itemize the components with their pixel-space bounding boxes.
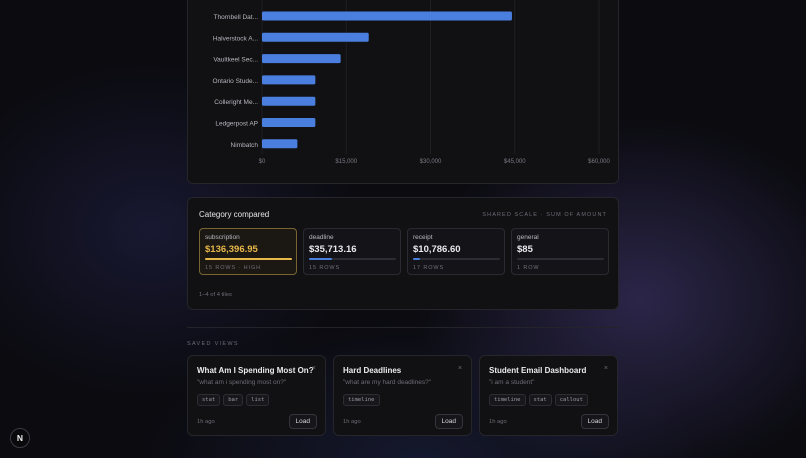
saved-view-query: "what are my hard deadlines?" bbox=[343, 379, 432, 386]
x-tick-label: $15,000 bbox=[335, 159, 357, 165]
section-divider bbox=[187, 327, 619, 328]
tile-meta: 17 ROWS bbox=[413, 265, 445, 271]
saved-views-heading: SAVED VIEWS bbox=[187, 341, 239, 347]
tile-progress bbox=[205, 258, 292, 260]
tag: stat bbox=[528, 394, 552, 406]
tag: timeline bbox=[489, 394, 526, 406]
tile-receipt[interactable]: receipt $10,786.60 17 ROWS bbox=[407, 228, 505, 275]
close-icon[interactable]: × bbox=[457, 365, 462, 372]
bar-category-label: Colleright Me... bbox=[214, 99, 258, 106]
bar-chart: Thornbell Dat... Halverstock A... Vaultkee… bbox=[212, 0, 611, 165]
x-tick-label: $0 bbox=[259, 159, 266, 165]
bar bbox=[262, 96, 316, 106]
chart-panel: Thornbell Dat... Halverstock A... Vaultkee… bbox=[187, 0, 619, 184]
saved-view-card: What Am I Spending Most On? × "what am i… bbox=[187, 355, 326, 436]
tile-value: $10,786.60 bbox=[413, 244, 461, 255]
saved-view-title: Student Email Dashboard bbox=[489, 366, 587, 375]
bar bbox=[262, 118, 316, 127]
saved-view-time: 1h ago bbox=[197, 419, 215, 425]
category-title: Category compared bbox=[199, 210, 270, 219]
n-logo-icon[interactable]: N bbox=[10, 428, 30, 448]
tile-count: 1–4 of 4 tiles bbox=[199, 292, 232, 298]
tag: bar bbox=[223, 394, 244, 406]
tag: timeline bbox=[343, 394, 380, 406]
bar bbox=[262, 32, 369, 42]
saved-view-card: Hard Deadlines × "what are my hard deadl… bbox=[333, 355, 472, 436]
close-icon[interactable]: × bbox=[603, 365, 608, 372]
tile-value: $35,713.16 bbox=[309, 244, 357, 255]
tile-label: receipt bbox=[413, 234, 433, 241]
x-tick-label: $60,000 bbox=[588, 159, 610, 165]
tile-progress bbox=[309, 258, 396, 260]
saved-view-query: "what am i spending most on?" bbox=[197, 379, 287, 386]
tag: stat bbox=[197, 394, 221, 406]
tile-deadline[interactable]: deadline $35,713.16 15 ROWS bbox=[303, 228, 401, 275]
tile-progress-fill bbox=[205, 258, 292, 260]
category-hint: SHARED SCALE · SUM OF AMOUNT bbox=[482, 212, 607, 218]
load-button[interactable]: Load bbox=[288, 414, 317, 429]
tile-label: general bbox=[517, 234, 539, 241]
saved-view-tags: stat bar list bbox=[197, 394, 270, 406]
saved-view-query: "i am a student" bbox=[489, 379, 535, 386]
saved-view-title: What Am I Spending Most On? bbox=[197, 366, 314, 375]
saved-view-tags: timeline bbox=[343, 394, 380, 406]
saved-view-title: Hard Deadlines bbox=[343, 366, 402, 375]
tile-meta: 1 ROW bbox=[517, 265, 540, 271]
saved-view-card: Student Email Dashboard × "i am a studen… bbox=[479, 355, 618, 436]
tag: list bbox=[246, 394, 270, 406]
tile-value: $136,396.95 bbox=[205, 244, 258, 255]
bar-category-label: Ledgerpost AP bbox=[215, 121, 258, 128]
tile-meta: 15 ROWS bbox=[309, 265, 341, 271]
tile-subscription[interactable]: subscription $136,396.95 15 ROWS · HIGH bbox=[199, 228, 297, 275]
tile-label: subscription bbox=[205, 234, 240, 241]
close-icon[interactable]: × bbox=[311, 365, 316, 372]
load-button[interactable]: Load bbox=[580, 414, 609, 429]
tile-meta: 15 ROWS · HIGH bbox=[205, 265, 261, 271]
tile-progress-fill bbox=[309, 258, 332, 260]
tile-value: $85 bbox=[517, 244, 533, 255]
bar-category-label: Nimbatch bbox=[231, 142, 259, 149]
saved-view-time: 1h ago bbox=[343, 419, 361, 425]
category-panel: Category compared SHARED SCALE · SUM OF … bbox=[187, 197, 619, 310]
load-button[interactable]: Load bbox=[434, 414, 463, 429]
x-tick-label: $30,000 bbox=[420, 159, 442, 165]
tile-progress bbox=[413, 258, 500, 260]
bar-category-label: Ontario Stude... bbox=[212, 78, 258, 85]
x-tick-label: $45,000 bbox=[504, 159, 526, 165]
saved-view-time: 1h ago bbox=[489, 419, 507, 425]
bar bbox=[262, 75, 316, 85]
bar bbox=[262, 139, 298, 149]
bar-category-label: Thornbell Dat... bbox=[214, 14, 259, 21]
bar bbox=[262, 54, 341, 64]
tag: callout bbox=[554, 394, 588, 406]
bar-category-label: Halverstock A... bbox=[213, 35, 258, 42]
bar bbox=[262, 11, 512, 21]
tile-progress-fill bbox=[413, 258, 420, 260]
tile-label: deadline bbox=[309, 234, 334, 241]
bar-category-label: Vaultkeel Sec... bbox=[213, 57, 258, 64]
saved-view-tags: timeline stat callout bbox=[489, 394, 588, 406]
tile-general[interactable]: general $85 1 ROW bbox=[511, 228, 609, 275]
tile-progress bbox=[517, 258, 604, 260]
